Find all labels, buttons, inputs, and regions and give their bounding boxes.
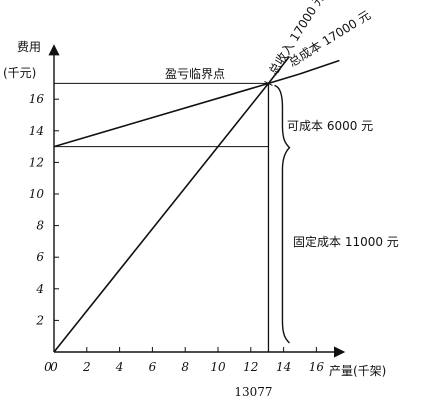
origin-label: 0 xyxy=(44,360,52,374)
total-cost-line xyxy=(53,59,340,148)
x-tick-label-8: 8 xyxy=(181,360,189,374)
break-even-quantity-label: 13077 xyxy=(234,385,272,399)
y-tick-label-8: 8 xyxy=(36,219,44,233)
x-tick-label-6: 6 xyxy=(149,360,157,374)
x-tick-label-10: 10 xyxy=(210,360,226,374)
y-tick-label-16: 16 xyxy=(29,92,45,106)
fixed-cost-label: 固定成本 11000 元 xyxy=(293,234,399,249)
x-tick-label-2: 2 xyxy=(82,360,91,374)
y-axis-unit: (千元) xyxy=(3,66,36,80)
x-tick-label-12: 12 xyxy=(243,360,258,374)
y-tick-label-14: 14 xyxy=(29,124,44,138)
x-axis-label: 产量(千架) xyxy=(329,364,386,378)
x-tick-label-4: 4 xyxy=(115,360,124,374)
x-tick-label-16: 16 xyxy=(309,360,325,374)
y-axis-label: 费用 xyxy=(17,40,41,54)
y-tick-label-4: 4 xyxy=(35,282,44,296)
y-tick-label-10: 10 xyxy=(29,187,45,201)
total-revenue-line xyxy=(53,56,290,353)
y-tick-label-6: 6 xyxy=(36,250,44,264)
break-even-point-tick xyxy=(264,80,273,86)
y-tick-label-2: 2 xyxy=(35,313,44,327)
x-tick-label-14: 14 xyxy=(276,360,291,374)
variable-cost-label: 可成本 6000 元 xyxy=(287,119,373,133)
fixed-cost-brace-end xyxy=(281,320,290,344)
x-tick-label-0: 0 xyxy=(50,360,58,374)
break-even-label: 盈亏临界点 xyxy=(165,67,225,81)
cost-brace xyxy=(274,84,291,321)
y-tick-label-12: 12 xyxy=(29,155,44,169)
